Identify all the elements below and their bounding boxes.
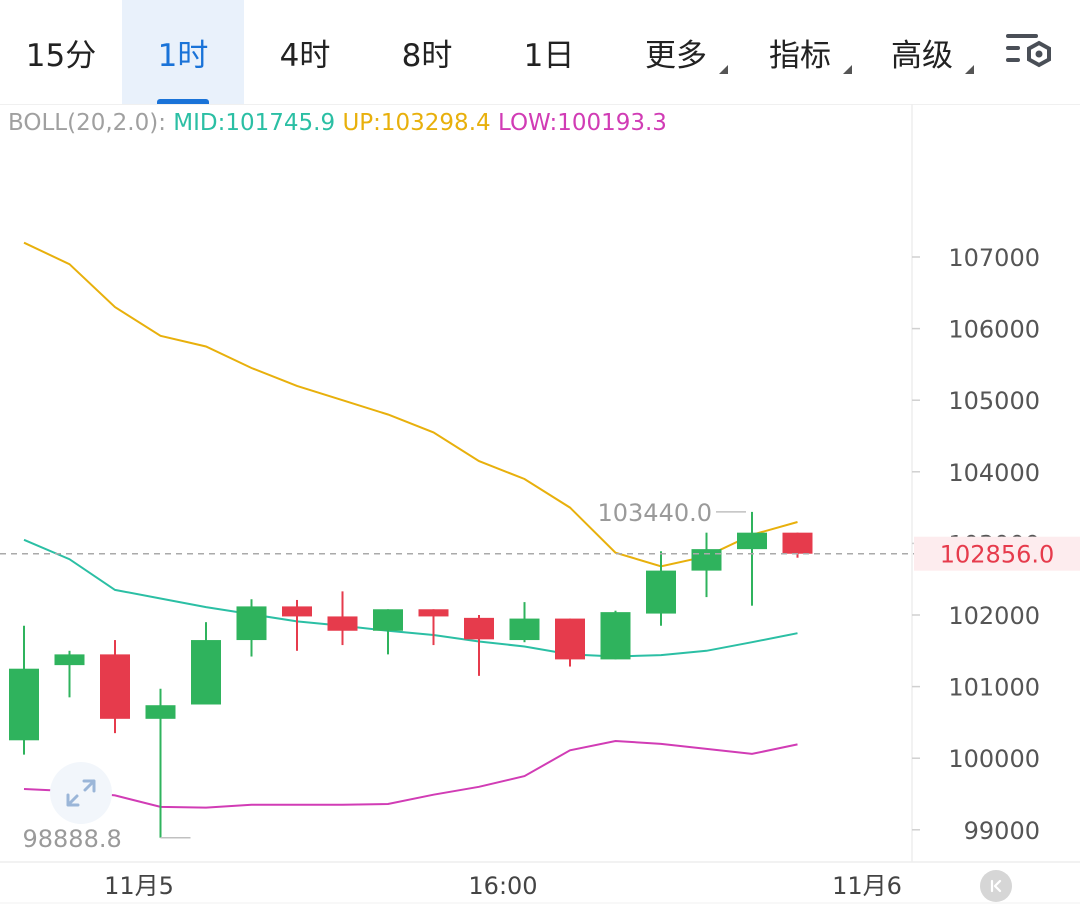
low-marker-label: 98888.8: [23, 825, 122, 853]
tab-indicators[interactable]: 指标: [740, 0, 860, 104]
y-tick-label: 100000: [948, 745, 1040, 773]
x-tick-label: 16:00: [468, 872, 537, 900]
tab-label: 高级: [891, 37, 953, 74]
tab-more[interactable]: 更多: [616, 0, 736, 104]
candle-body: [191, 640, 221, 705]
candle-body: [646, 570, 676, 614]
current-price-label: 102856.0: [940, 541, 1055, 569]
tab-label: 更多: [645, 37, 707, 74]
candle-body: [737, 532, 767, 550]
candle-body: [54, 654, 85, 666]
tab-8hour[interactable]: 8时: [366, 0, 488, 104]
tab-label: 8时: [401, 37, 453, 74]
boll-up-value: UP:103298.4: [342, 110, 491, 136]
candle-body: [373, 609, 403, 631]
dropdown-triangle-icon: [719, 65, 728, 74]
candle-body: [464, 617, 494, 640]
dropdown-triangle-icon: [843, 65, 852, 74]
candle-body: [100, 654, 130, 719]
tab-advanced[interactable]: 高级: [862, 0, 982, 104]
active-tab-indicator: [157, 99, 209, 104]
expand-chart-button[interactable]: [50, 762, 112, 824]
y-tick-label: 107000: [948, 244, 1040, 272]
jump-to-latest-button[interactable]: [980, 870, 1012, 902]
tab-label: 4时: [279, 37, 331, 74]
tab-1hour[interactable]: 1时: [122, 0, 244, 104]
candle-body: [418, 609, 449, 617]
chart-settings-icon: [1006, 34, 1051, 68]
y-tick-label: 104000: [948, 459, 1040, 487]
y-tick-label: 101000: [948, 674, 1040, 702]
tab-label: 1日: [523, 37, 575, 74]
y-tick-label: 102000: [948, 602, 1040, 630]
candle-body: [9, 668, 39, 741]
candle-body: [327, 616, 358, 631]
skip-to-end-icon: [990, 879, 1002, 893]
tab-15min[interactable]: 15分: [0, 0, 122, 104]
expand-icon: [66, 779, 96, 807]
x-tick-label: 11月5: [104, 872, 174, 900]
boll-lower-line: [23, 739, 798, 809]
tab-4hour[interactable]: 4时: [244, 0, 366, 104]
tab-label: 指标: [769, 37, 831, 74]
tab-label: 1时: [157, 37, 209, 74]
candle-body: [782, 532, 813, 554]
boll-low-value: LOW:100193.3: [497, 110, 667, 136]
dropdown-triangle-icon: [965, 65, 974, 74]
x-tick-label: 11月6: [832, 872, 902, 900]
candle-body: [691, 549, 722, 571]
candle-body: [145, 705, 176, 719]
tab-label: 15分: [25, 37, 97, 74]
candlestick-chart[interactable]: 9900010000010100010200010300010400010500…: [0, 104, 1080, 910]
candle-body: [555, 618, 585, 660]
candle-body: [282, 606, 312, 617]
boll-label: BOLL(20,2.0):: [8, 110, 166, 136]
boll-legend: BOLL(20,2.0): MID:101745.9 UP:103298.4 L…: [8, 110, 667, 136]
chart-settings-button[interactable]: [1004, 28, 1054, 76]
candle-body: [236, 606, 267, 641]
y-tick-label: 105000: [948, 387, 1040, 415]
candle-body: [600, 612, 631, 660]
candle-body: [509, 618, 540, 641]
current-price-badge: [914, 536, 1080, 571]
boll-mid-value: MID:101745.9: [173, 110, 336, 136]
y-tick-label: 99000: [964, 817, 1040, 845]
boll-upper-line: [23, 241, 798, 568]
y-tick-label: 106000: [948, 316, 1040, 344]
high-marker-label: 103440.0: [597, 499, 712, 527]
timeframe-tab-bar: 15分 1时 4时 8时 1日 更多 指标 高级: [0, 0, 1080, 105]
tab-1day[interactable]: 1日: [488, 0, 610, 104]
boll-mid-line: [23, 538, 798, 658]
